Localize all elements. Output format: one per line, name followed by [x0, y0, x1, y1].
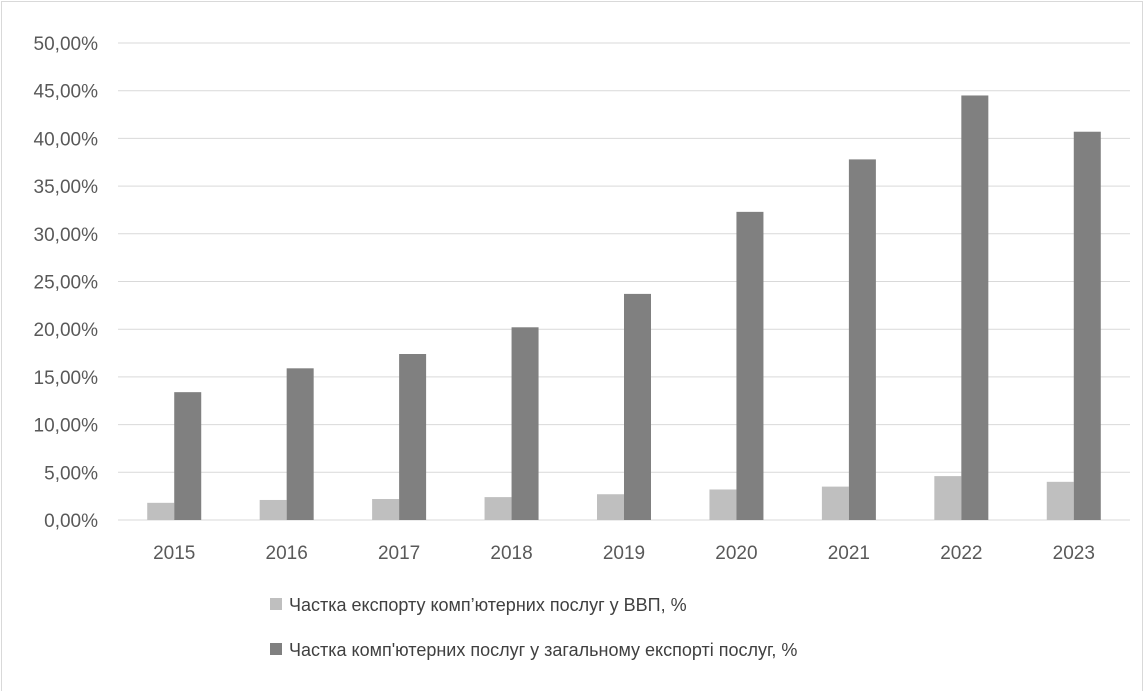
- y-tick-label: 45,00%: [34, 82, 99, 103]
- x-tick-label: 2020: [715, 543, 757, 564]
- y-tick-label: 5,00%: [44, 463, 98, 484]
- bar-gdp-share: [1046, 481, 1074, 520]
- bar-export-share: [624, 293, 651, 520]
- bar-gdp-share: [372, 499, 400, 520]
- bar-chart: 0,00% 5,00% 10,00% 15,00% 20,00% 25,00% 30,00%…: [34, 34, 1130, 660]
- bar-gdp-share: [934, 476, 962, 520]
- y-tick-label: 0,00%: [44, 511, 98, 532]
- bar-gdp-share: [484, 497, 512, 520]
- y-tick-label: 25,00%: [34, 273, 99, 294]
- legend-label-gdp-share: Частка експорту комп’ютерних послуг у ВВ…: [289, 595, 687, 615]
- bars: [147, 95, 1101, 521]
- x-axis-ticks: 2015 2016 2017 2018 2019 2020 2021 2022 2023: [153, 543, 1095, 564]
- y-tick-label: 40,00%: [34, 129, 99, 150]
- x-tick-label: 2021: [828, 543, 870, 564]
- y-tick-label: 20,00%: [34, 320, 99, 341]
- bar-gdp-share: [821, 486, 849, 520]
- bar-gdp-share: [147, 502, 175, 520]
- x-tick-label: 2016: [266, 543, 308, 564]
- x-tick-label: 2022: [940, 543, 982, 564]
- bar-export-share: [174, 392, 202, 520]
- y-axis-ticks: 0,00% 5,00% 10,00% 15,00% 20,00% 25,00% 30,00%…: [34, 34, 99, 532]
- y-tick-label: 10,00%: [34, 416, 99, 437]
- bar-gdp-share: [709, 489, 737, 520]
- bar-gdp-share: [259, 499, 287, 520]
- x-tick-label: 2018: [490, 543, 532, 564]
- legend-swatch-export-share: [270, 643, 282, 655]
- bar-export-share: [961, 95, 989, 520]
- x-tick-label: 2017: [378, 543, 420, 564]
- x-tick-label: 2023: [1053, 543, 1095, 564]
- bar-gdp-share: [597, 494, 624, 520]
- bar-export-share: [736, 211, 764, 520]
- bar-export-share: [286, 368, 314, 520]
- bar-export-share: [1073, 131, 1101, 521]
- bar-export-share: [399, 354, 427, 520]
- x-tick-label: 2019: [603, 543, 645, 564]
- legend-label-export-share: Частка комп'ютерних послуг у загальному …: [289, 640, 797, 660]
- legend-swatch-gdp-share: [270, 598, 282, 610]
- y-tick-label: 35,00%: [34, 177, 99, 198]
- y-tick-label: 30,00%: [34, 225, 99, 246]
- bar-export-share: [511, 327, 539, 520]
- legend: Частка експорту комп’ютерних послуг у ВВ…: [270, 595, 797, 660]
- y-tick-label: 50,00%: [34, 34, 99, 55]
- bar-export-share: [848, 159, 876, 520]
- y-tick-label: 15,00%: [34, 368, 99, 389]
- x-tick-label: 2015: [153, 543, 195, 564]
